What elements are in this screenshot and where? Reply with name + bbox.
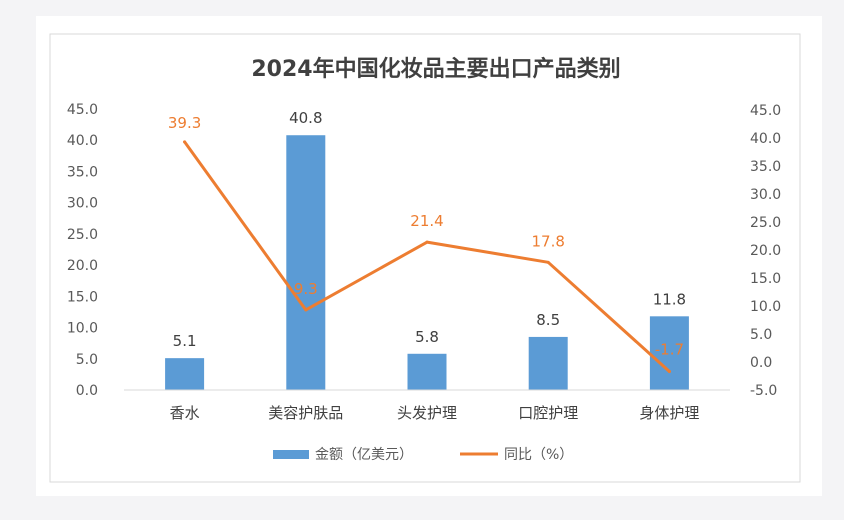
category-label-1: 美容护肤品 (268, 404, 343, 422)
left-tick-label-9: 45.0 (67, 102, 98, 118)
left-tick-label-8: 40.0 (67, 133, 98, 149)
left-tick-label-3: 15.0 (67, 289, 98, 305)
bar-2 (407, 353, 447, 390)
left-tick-label-1: 5.0 (76, 352, 98, 368)
right-tick-label-8: 35.0 (750, 159, 781, 175)
left-tick-label-5: 25.0 (67, 227, 98, 243)
category-label-2: 头发护理 (397, 404, 457, 422)
left-tick-label-0: 0.0 (76, 383, 98, 399)
line-point-2 (425, 240, 429, 244)
line-point-4 (667, 370, 671, 374)
chart-frame (49, 33, 801, 483)
bar-series (165, 135, 689, 390)
right-tick-label-7: 30.0 (750, 187, 781, 203)
bar-labels: 5.1 40.8 5.8 8.5 11.8 (173, 109, 686, 350)
line-point-3 (546, 260, 550, 264)
right-axis: -5.0 0.0 5.0 10.0 15.0 20.0 25.0 30.0 35.0 40.0 45… (750, 103, 781, 399)
bar-label-3: 8.5 (536, 311, 560, 329)
left-tick-label-6: 30.0 (67, 196, 98, 212)
legend-line-label: 同比（%） (504, 447, 573, 463)
left-tick-label-7: 35.0 (67, 164, 98, 180)
chart-title: 2024年中国化妆品主要出口产品类别 (251, 56, 620, 82)
right-tick-label-6: 25.0 (750, 215, 781, 231)
x-axis: 香水 美容护肤品 头发护理 口腔护理 身体护理 (124, 389, 730, 422)
bar-label-1: 40.8 (289, 109, 322, 127)
bar-3 (528, 336, 568, 390)
line-point-1 (304, 308, 308, 312)
bar-label-0: 5.1 (173, 332, 197, 350)
line-label-3: 17.8 (531, 232, 564, 250)
line-label-0: 39.3 (168, 114, 201, 132)
bar-0 (165, 358, 205, 390)
right-tick-label-10: 45.0 (750, 103, 781, 119)
line-label-1: 9.3 (294, 280, 318, 298)
line-label-2: 21.4 (410, 212, 443, 230)
legend-bar-swatch (273, 450, 309, 459)
left-tick-label-4: 20.0 (67, 258, 98, 274)
line-label-4: -1.7 (655, 341, 684, 359)
right-tick-label-9: 40.0 (750, 131, 781, 147)
line-point-0 (183, 140, 187, 144)
bar-4 (649, 316, 689, 390)
right-tick-label-2: 5.0 (750, 327, 772, 343)
right-tick-label-5: 20.0 (750, 243, 781, 259)
bar-label-4: 11.8 (653, 290, 686, 308)
category-label-4: 身体护理 (639, 404, 699, 422)
right-tick-label-0: -5.0 (750, 383, 777, 399)
right-tick-label-1: 0.0 (750, 355, 772, 371)
line-series (183, 140, 671, 374)
category-label-0: 香水 (170, 404, 200, 422)
bar-label-2: 5.8 (415, 328, 439, 346)
chart-svg: 2024年中国化妆品主要出口产品类别 0.0 5.0 10.0 15.0 20.0 25.… (49, 33, 801, 483)
category-label-3: 口腔护理 (518, 404, 578, 422)
left-axis: 0.0 5.0 10.0 15.0 20.0 25.0 30.0 35.0 40.0 45.0 (67, 102, 98, 399)
line-labels: 39.3 9.3 21.4 17.8 -1.7 (168, 114, 684, 359)
bar-1 (286, 135, 326, 390)
right-tick-label-4: 15.0 (750, 271, 781, 287)
left-tick-label-2: 10.0 (67, 321, 98, 337)
legend-bar-label: 金额（亿美元） (315, 447, 413, 463)
right-tick-label-3: 10.0 (750, 299, 781, 315)
legend: 金额（亿美元） 同比（%） (273, 447, 573, 463)
chart-card: 2024年中国化妆品主要出口产品类别 0.0 5.0 10.0 15.0 20.0 25.… (36, 16, 822, 496)
